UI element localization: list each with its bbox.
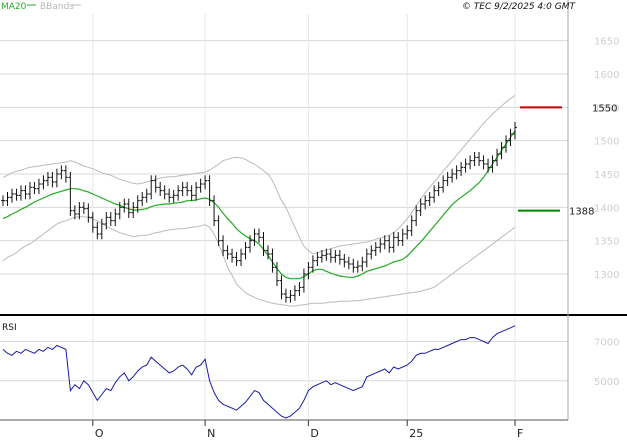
price-tick-label: 1650 [594, 37, 619, 48]
price-levels: 1550 1388 [518, 103, 617, 218]
x-tick-label: 25 [409, 427, 423, 440]
level-label: 1388 [569, 207, 594, 218]
rsi-label: RSI [2, 323, 17, 333]
rsi-path [2, 325, 516, 419]
legend-ma20: MA20 [1, 2, 27, 12]
price-grid: 1300 1350 1400 1450 1500 1550 1600 1650 [0, 14, 619, 314]
price-tick-label: 1300 [594, 270, 619, 281]
rsi-tick-label: 7000 [594, 338, 619, 349]
price-tick-label: 1500 [594, 137, 619, 148]
level-label: 1550 [592, 103, 617, 114]
x-tick-label: D [310, 427, 318, 440]
price-tick-label: 1600 [594, 70, 619, 81]
price-tick-label: 1550 [594, 103, 619, 114]
legend-bbands: BBands [40, 2, 74, 12]
price-tick-label: 1350 [594, 237, 619, 248]
price-tick-label: 1400 [594, 203, 619, 214]
ma20-path [2, 130, 516, 280]
rsi-tick-label: 5000 [594, 377, 619, 388]
price-bars [1, 122, 517, 303]
rsi-line [2, 325, 516, 419]
x-tick-label: F [517, 427, 523, 440]
x-tick-label: N [207, 427, 215, 440]
rsi-grid: 5000 7000 [0, 318, 619, 420]
bband-upper [2, 94, 516, 255]
price-tick-label: 1450 [594, 170, 619, 181]
copyright-watermark: © TEC 9/2/2025 4:0 GMT [462, 2, 577, 12]
x-tick-label: O [95, 427, 104, 440]
ma20-line [2, 130, 516, 280]
